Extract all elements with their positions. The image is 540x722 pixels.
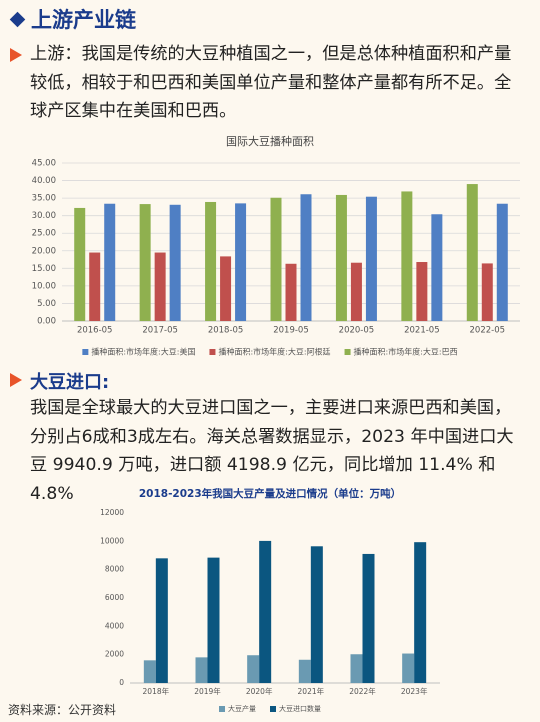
y-tick-label: 30.00 [32,211,56,221]
x-tick-label: 2018年 [143,686,170,696]
y-tick-label: 0.00 [37,317,56,327]
chart: 2018-2023年我国大豆产量及进口情况（单位：万吨） 0 2000 4000 600… [100,487,440,713]
y-tick-label: 0 [119,678,124,687]
legend: 大豆产量 大豆进口数量 [219,704,321,713]
y-tick-label: 35.00 [32,194,56,204]
bar [335,194,347,321]
bar [207,557,220,683]
y-tick-label: 15.00 [32,264,56,274]
chart: 国际大豆播种面积 0.00 5.00 10.00 15.00 20.00 25.00 30.0… [32,134,520,357]
x-tick-label: 2022年 [349,686,376,696]
bar [362,553,375,683]
bar [298,659,311,683]
heading: 上游产业链 [8,4,136,34]
y-tick-label: 25.00 [32,229,56,239]
bar [401,191,413,321]
bar [270,197,282,321]
legend-label: 大豆产量 [228,704,256,713]
paragraph: 我国是全球最大的大豆进口国之一，主要进口来源巴西和美国，分别占6成和3成左右。海… [30,398,514,504]
bar [300,194,312,321]
bar [139,204,151,321]
bar [402,653,415,683]
legend-swatch [344,349,351,355]
bar [365,196,377,321]
bar [154,252,166,321]
bar [310,546,323,683]
bar [431,214,443,321]
y-tick-label: 12000 [100,508,124,517]
bar [89,252,101,321]
x-tick-label: 2016-05 [77,326,113,336]
legend-swatch [209,349,216,355]
legend-swatch [82,349,89,355]
y-tick-label: 8000 [105,565,124,574]
x-tick-label: 2022-05 [470,326,506,336]
bar [350,654,363,683]
x-tick-label: 2019-05 [273,326,309,336]
bar [195,657,208,683]
bar [74,207,86,321]
legend-label: 大豆进口数量 [279,704,321,713]
y-tick-label: 10000 [100,536,124,545]
y-tick-label: 4000 [105,621,124,630]
y-tick-label: 6000 [105,593,124,602]
arrow-icon [10,373,22,387]
chart-title: 国际大豆播种面积 [226,134,314,148]
bar [350,262,362,321]
legend-label: 播种面积:市场年度:大豆:巴西 [354,347,458,357]
x-tick-label: 2018-05 [208,326,244,336]
y-tick-label: 5.00 [37,299,56,309]
y-tick-label: 45.00 [32,159,56,169]
legend-label: 播种面积:市场年度:大豆:阿根廷 [218,347,330,357]
section-heading: 大豆进口: [30,372,110,393]
x-tick-label: 2021年 [298,686,325,696]
legend: 播种面积:市场年度:大豆:美国 播种面积:市场年度:大豆:阿根廷 播种面积:市场年度… [82,347,458,357]
bar [285,263,297,321]
bar [466,184,478,321]
bar [169,204,181,321]
heading-text: 上游产业链 [31,8,136,32]
bar [496,203,508,321]
paragraph: 上游：我国是传统的大豆种植国之一，但是总体种植面积和产量较低，相较于和巴西和美国… [30,44,512,121]
y-tick-label: 20.00 [32,246,56,256]
bar [414,542,427,683]
x-tick-label: 2017-05 [142,326,178,336]
bar [104,203,116,321]
y-tick-label: 40.00 [32,176,56,186]
bar [481,263,493,321]
bar [235,203,247,321]
bar [205,201,217,321]
bar [247,655,260,683]
bar [220,256,232,321]
legend-label: 播种面积:市场年度:大豆:美国 [91,347,195,357]
x-tick-label: 2020-05 [339,326,375,336]
source-note: 资料来源：公开资料 [8,703,117,717]
y-tick-label: 10.00 [32,281,56,291]
x-tick-label: 2019年 [194,686,221,696]
chart-title: 2018-2023年我国大豆产量及进口情况（单位：万吨） [139,487,401,500]
y-tick-label: 2000 [105,650,124,659]
arrow-icon [10,48,22,62]
x-tick-label: 2021-05 [404,326,440,336]
bar [143,660,156,683]
legend-swatch [219,706,225,712]
x-tick-label: 2020年 [246,686,273,696]
x-tick-label: 2023年 [401,686,428,696]
bar [155,558,168,683]
legend-swatch [270,706,276,712]
bar [416,262,428,321]
bar [259,540,272,683]
